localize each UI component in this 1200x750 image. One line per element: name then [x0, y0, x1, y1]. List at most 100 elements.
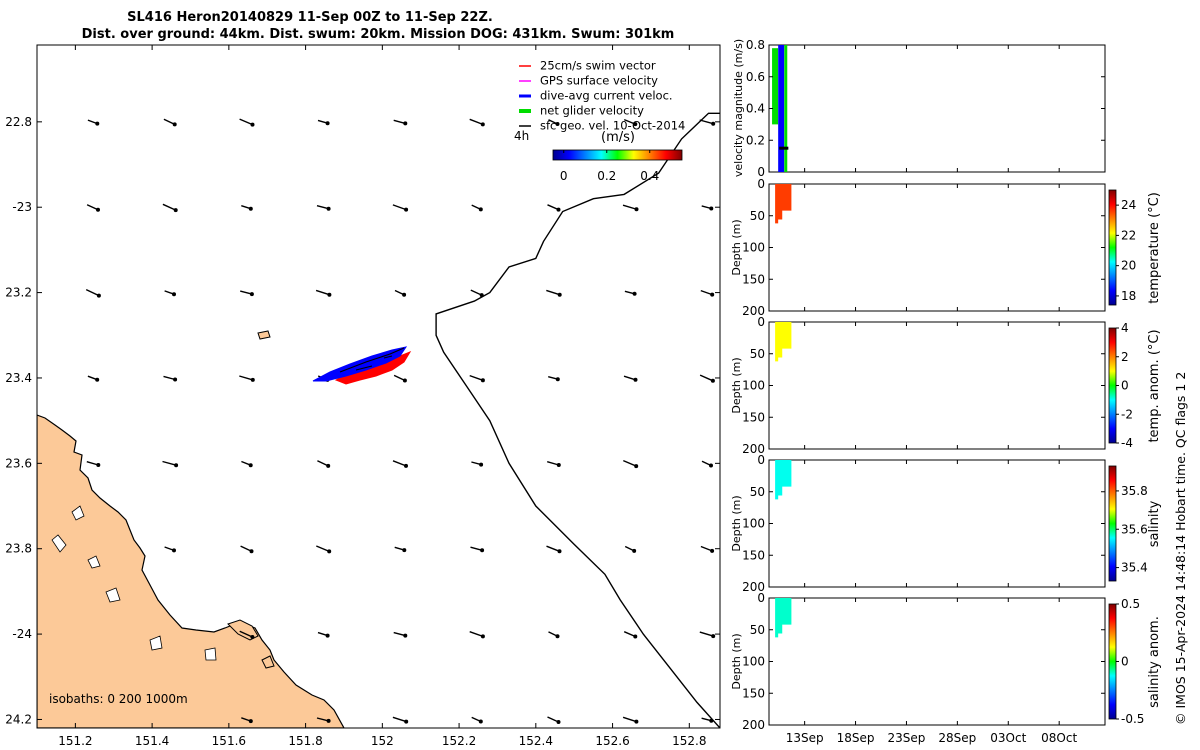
speed-colorbar-tick-label: 0 — [560, 169, 568, 183]
time-tick-label: 08Oct — [1041, 731, 1077, 745]
depth-colorbar-gradient — [1108, 327, 1117, 444]
geo-vector-head — [404, 207, 409, 212]
geo-vector — [239, 375, 253, 381]
geo-vector — [546, 289, 560, 296]
geo-vector-head — [327, 549, 332, 554]
geo-vector-head — [403, 633, 408, 638]
geo-vector-head — [325, 121, 330, 126]
velocity-current-mark — [778, 45, 785, 172]
map-y-tick-label: 22.8 — [5, 115, 32, 129]
geo-vector-head — [327, 292, 332, 297]
depth-y-tick-label: 200 — [742, 718, 765, 732]
geo-vector-head — [402, 292, 407, 297]
geo-vector-head — [633, 377, 638, 382]
velocity-y-tick-label: 0.8 — [746, 38, 765, 52]
geo-vector-head — [402, 548, 407, 553]
map-y-tick-label: -23 — [12, 200, 32, 214]
geo-vector-head — [249, 549, 254, 554]
depth-colorbar-tick-label: -0.5 — [1121, 712, 1144, 726]
geo-vector — [623, 631, 636, 638]
velocity-net-mark — [784, 45, 788, 172]
geo-vector — [547, 716, 559, 723]
map-x-tick-label: 152.4 — [519, 734, 553, 748]
geo-vector-head — [634, 464, 639, 469]
velocity-y-tick-label: 0.6 — [746, 70, 765, 84]
geo-vector-head — [174, 463, 179, 468]
depth-colorbar-label: salinity anom. — [1147, 616, 1162, 708]
geo-vector-head — [96, 463, 101, 468]
depth-colorbar-gradient — [1108, 189, 1117, 306]
depth-colorbar-tick-label: 22 — [1121, 228, 1136, 242]
geo-vector-head — [173, 208, 178, 213]
depth-y-tick-label: 50 — [750, 623, 765, 637]
depth-colorbar-tick-label: 35.8 — [1121, 484, 1148, 498]
depth-colorbar-label: temp. anom. (°C) — [1147, 329, 1162, 442]
geo-vector-head — [480, 548, 485, 553]
geostrophic-vector-field — [85, 118, 716, 725]
speed-colorbar-gradient — [552, 149, 683, 161]
depth-y-tick-label: 0 — [757, 315, 765, 329]
depth-colorbar-tick-label: 4 — [1121, 321, 1129, 335]
geo-vector-head — [403, 121, 408, 126]
geo-vector-head — [633, 122, 638, 127]
geo-vector-head — [325, 633, 330, 638]
depth-y-tick-label: 100 — [742, 379, 765, 393]
geo-vector-head — [711, 634, 716, 639]
geo-vector-head — [95, 377, 100, 382]
depth-y-tick-label: 0 — [757, 453, 765, 467]
geo-vector-head — [478, 207, 483, 212]
geo-vector-head — [249, 292, 254, 297]
depth-colorbar-label: temperature (°C) — [1147, 192, 1162, 304]
geo-vector — [392, 716, 407, 723]
geo-vector — [316, 545, 330, 553]
geo-vector-head — [326, 206, 331, 211]
geo-vector-head — [632, 291, 637, 296]
depth-ylabel: Depth (m) — [730, 357, 743, 413]
geo-vector — [392, 460, 407, 467]
geo-vector — [239, 630, 253, 638]
depth-y-tick-label: 50 — [750, 347, 765, 361]
depth-y-tick-label: 200 — [742, 580, 765, 594]
geo-vector-head — [248, 463, 253, 468]
geo-vector — [547, 461, 559, 466]
title-line-1: SL416 Heron20140829 11-Sep 00Z to 11-Sep… — [127, 10, 493, 25]
depth-colorbar-tick-label: 0 — [1121, 379, 1129, 393]
geo-vector-head — [172, 122, 177, 127]
map-x-tick-label: 151.4 — [135, 734, 169, 748]
geo-vector-head — [404, 719, 409, 724]
depth-panel-temp_anom: 0 50 100 150 200 Depth (m) -4 -2 0 2 4 temp. anom. … — [730, 315, 1162, 456]
geo-vector — [393, 119, 406, 125]
geo-vector-head — [95, 121, 100, 126]
geo-vector-head — [480, 122, 485, 127]
geo-vector-head — [480, 378, 485, 383]
isobaths-label: isobaths: 0 200 1000m — [49, 692, 188, 706]
geo-vector-head — [556, 463, 561, 468]
geo-vector-head — [710, 378, 715, 383]
legend-item-current: dive-avg current veloc. — [540, 89, 673, 103]
geo-vector — [469, 118, 484, 126]
map-x-tick-label: 151.8 — [288, 734, 322, 748]
credit-text: © IMOS 15-Apr-2024 14:48:14 Hobart time.… — [1173, 372, 1188, 725]
depth-panel-frame — [768, 321, 1106, 450]
depth-panel-frame — [768, 459, 1106, 588]
depth-profile-patch — [775, 322, 792, 362]
geo-vector — [623, 375, 636, 381]
geo-vector — [469, 374, 484, 381]
geo-vector-head — [709, 718, 714, 723]
geo-vector-head — [478, 719, 483, 724]
velocity-y-tick-label: 0 — [757, 165, 765, 179]
depth-ylabel: Depth (m) — [730, 495, 743, 551]
geo-vector — [699, 374, 714, 382]
geo-vector-head — [632, 548, 637, 553]
depth-y-tick-label: 200 — [742, 442, 765, 456]
geo-vector-head — [711, 121, 716, 126]
depth-y-tick-label: 150 — [742, 548, 765, 562]
depth-panel-salinity: 0 50 100 150 200 Depth (m) 35.4 35.6 35.8 salinit… — [730, 453, 1162, 594]
map-x-axis: 151.2 151.4 151.6 151.8 152 152.2 152.4 152.6 15… — [58, 45, 706, 748]
geo-vector-head — [248, 206, 253, 211]
map-y-tick-label: 23.4 — [5, 371, 32, 385]
depth-y-tick-label: 150 — [742, 410, 765, 424]
geo-vector — [240, 545, 252, 552]
geo-vector-head — [557, 292, 562, 297]
geo-vector — [699, 631, 714, 637]
